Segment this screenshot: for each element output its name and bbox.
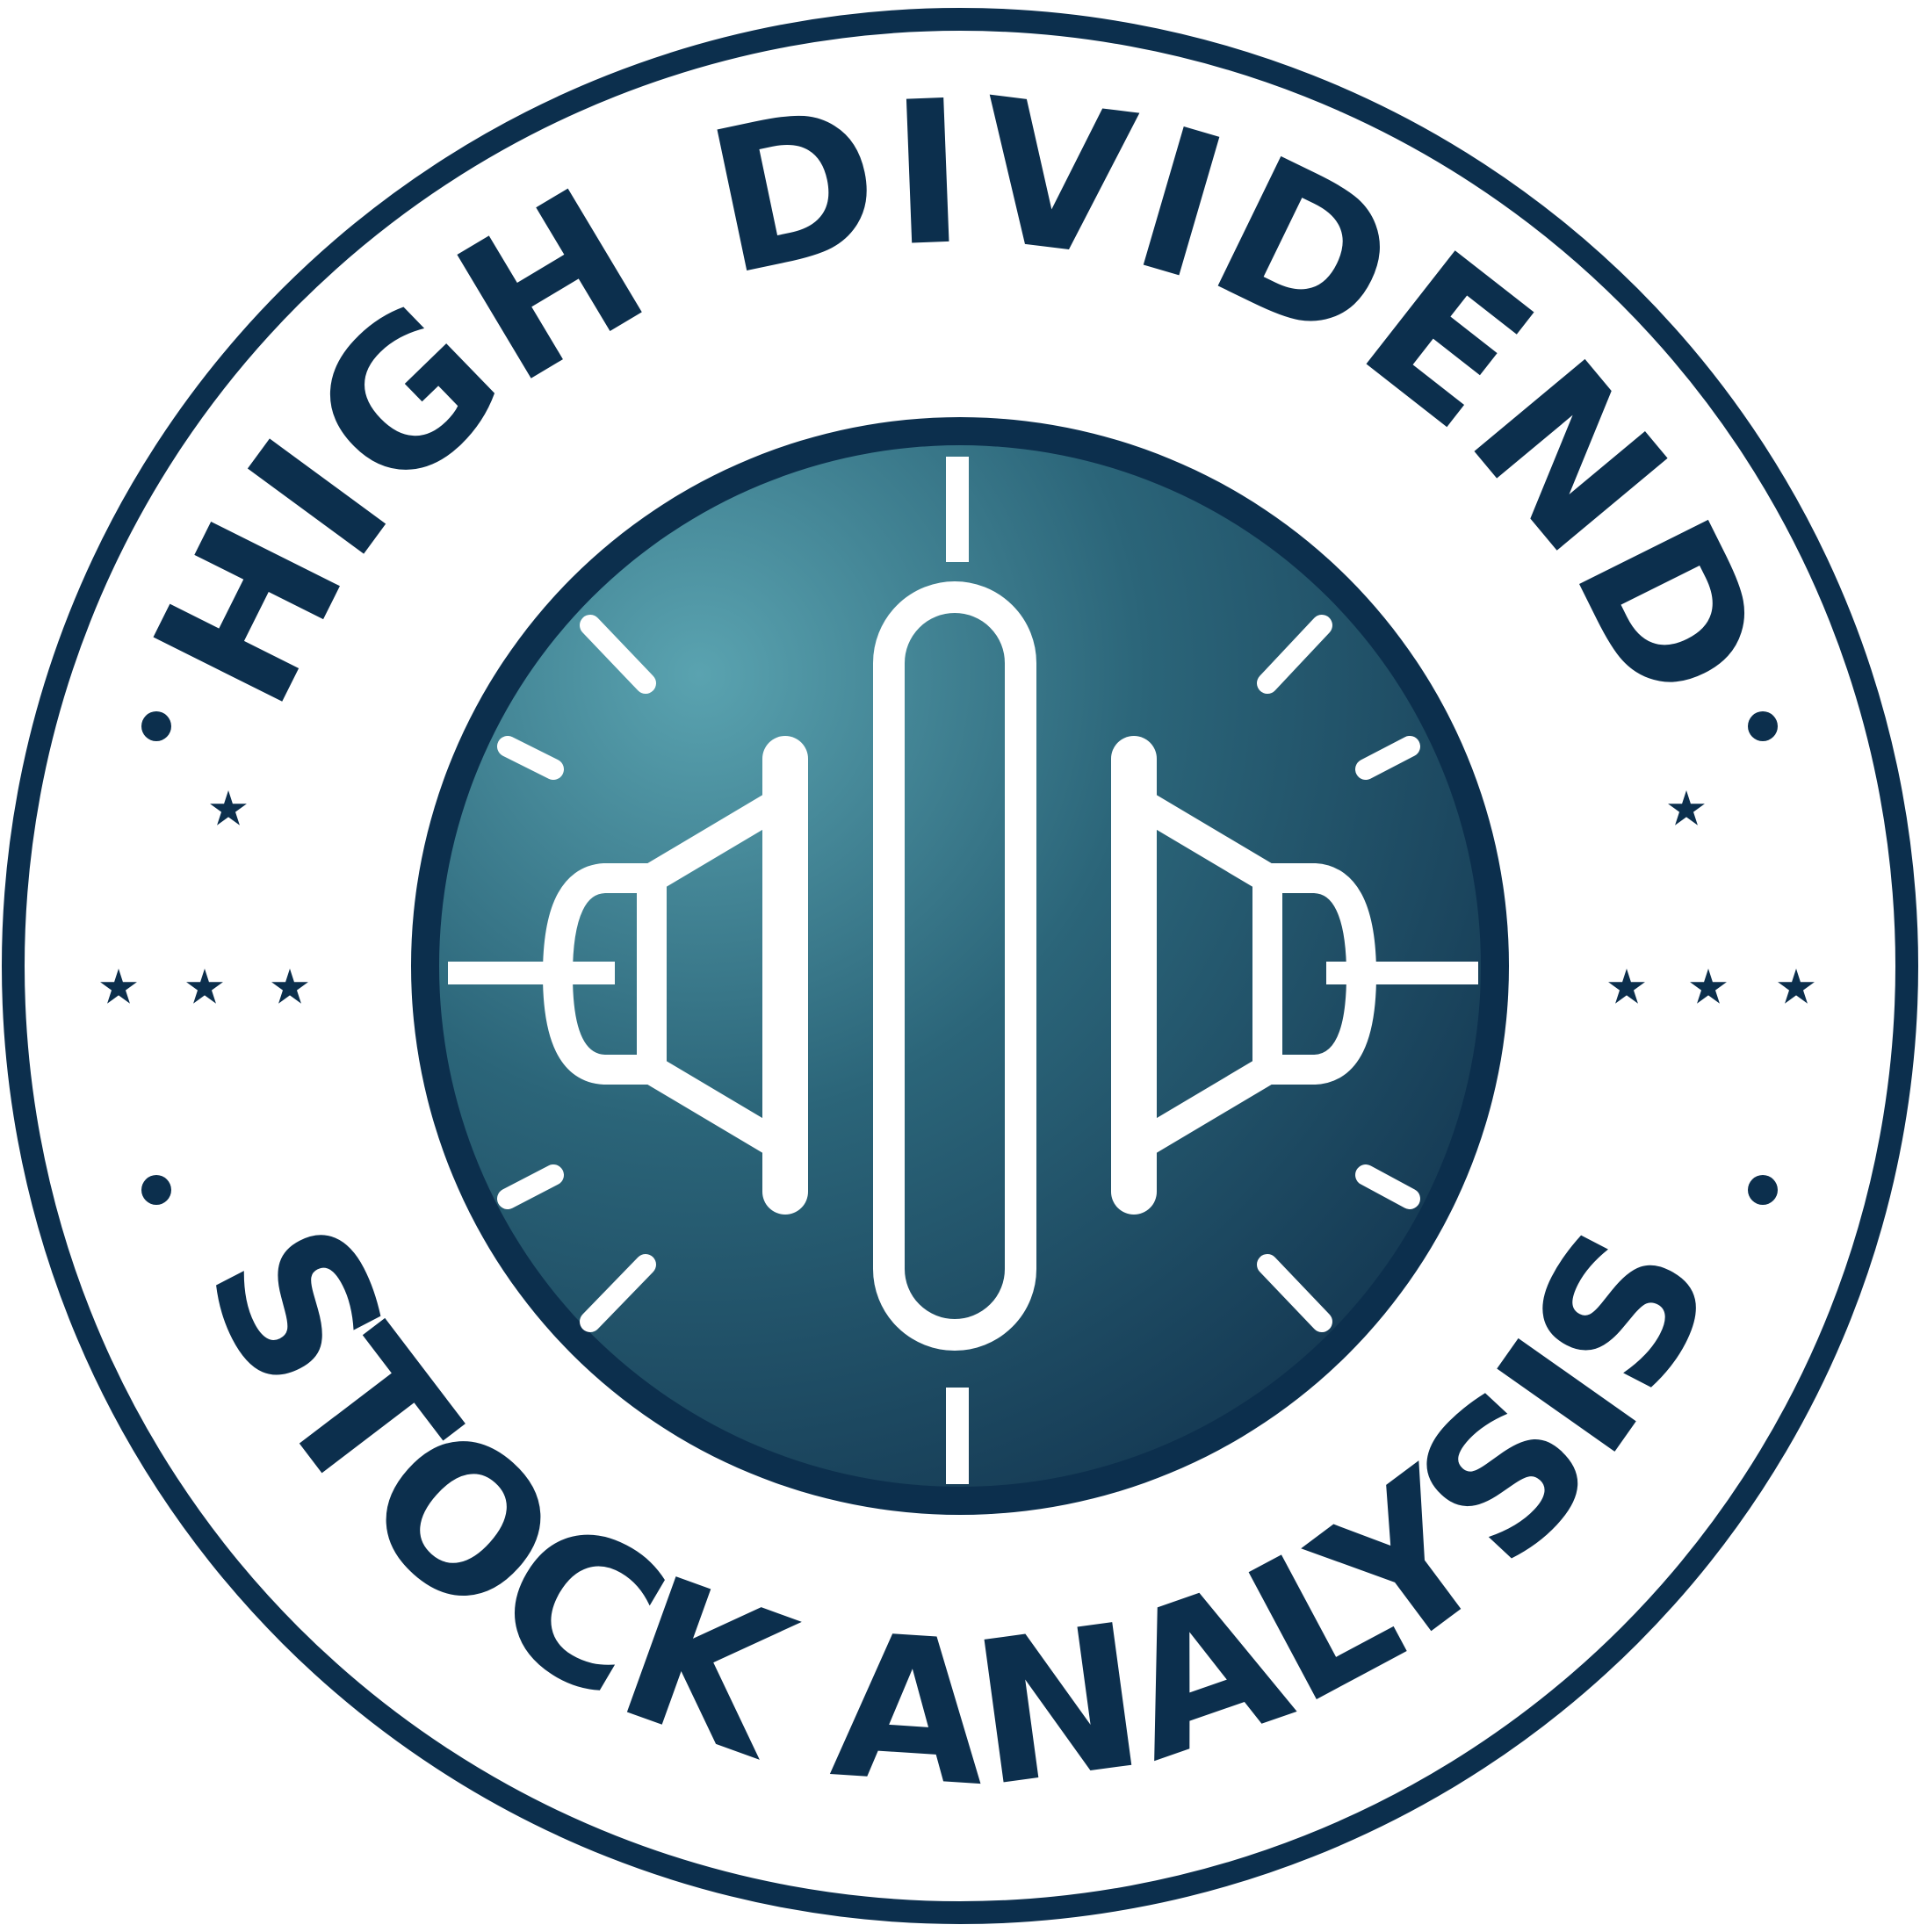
star-icon: [100, 969, 137, 1004]
inner-medallion-fill: [439, 445, 1481, 1487]
star-icon: [1608, 969, 1645, 1004]
dot-icon: [1748, 1175, 1778, 1205]
star-icon: [1690, 969, 1727, 1004]
star-icon: [186, 969, 223, 1004]
dot-icon: [141, 711, 171, 741]
star-icon: [271, 969, 308, 1004]
star-icon: [1668, 790, 1705, 825]
star-icon: [1778, 969, 1815, 1004]
candlestick-chart-icon: [448, 457, 1478, 1484]
star-icon: [210, 790, 247, 825]
dot-icon: [1748, 711, 1778, 741]
dot-icon: [141, 1175, 171, 1205]
